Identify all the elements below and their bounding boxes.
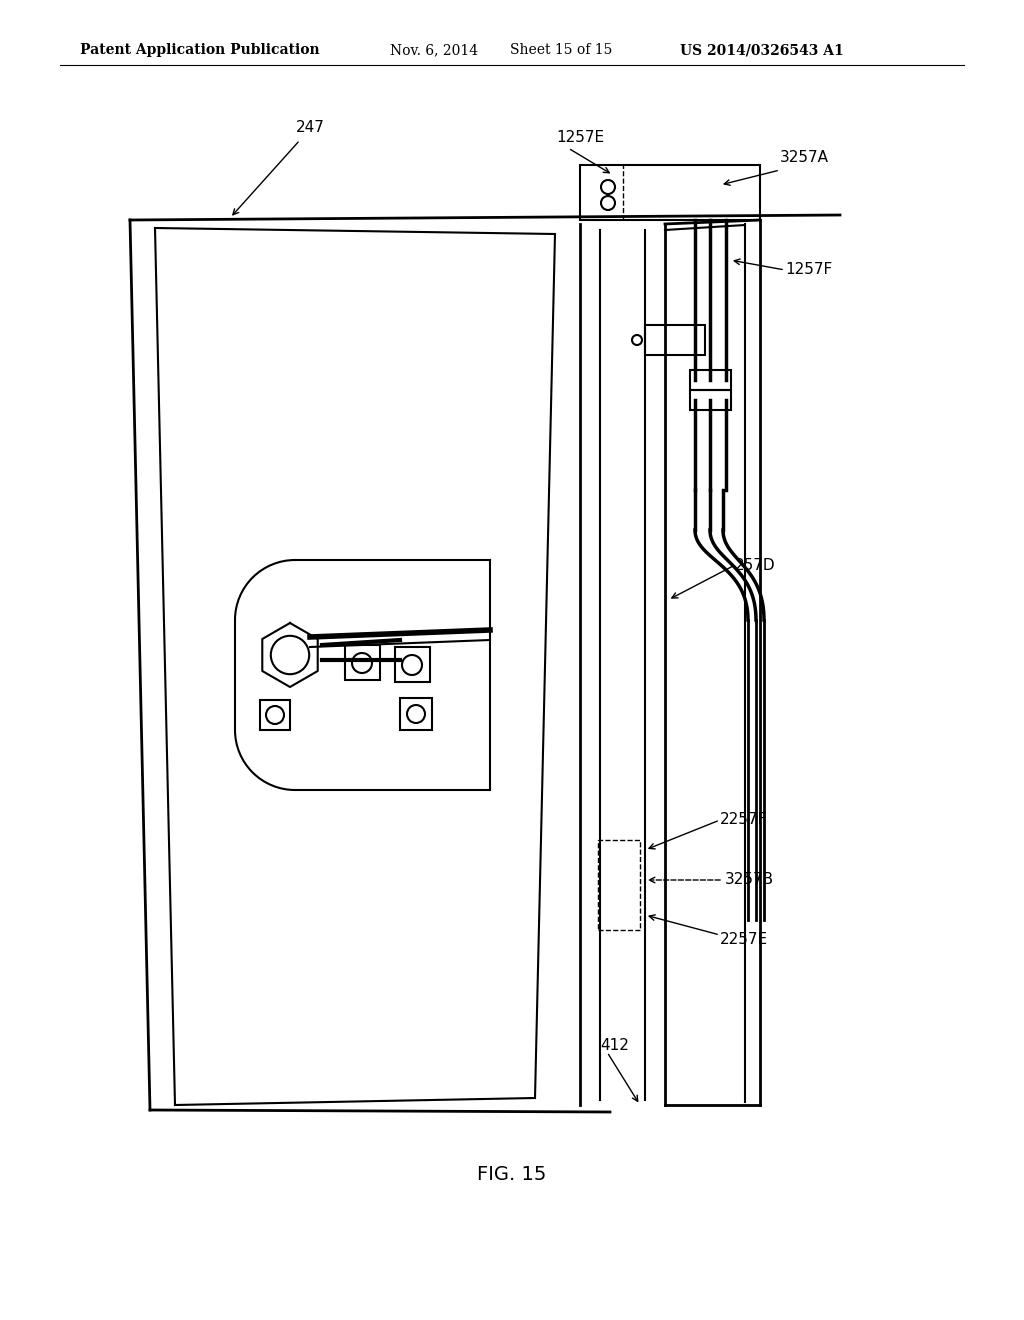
Text: 257D: 257D xyxy=(735,557,775,573)
Text: 1257F: 1257F xyxy=(785,263,833,277)
Text: US 2014/0326543 A1: US 2014/0326543 A1 xyxy=(680,44,844,57)
Bar xyxy=(345,645,380,680)
Bar xyxy=(395,647,430,682)
Text: 412: 412 xyxy=(600,1038,629,1052)
Bar xyxy=(690,389,731,411)
Bar xyxy=(690,370,731,389)
Text: 3257B: 3257B xyxy=(725,873,774,887)
Text: Patent Application Publication: Patent Application Publication xyxy=(80,44,319,57)
Bar xyxy=(580,165,760,220)
Bar xyxy=(645,325,705,355)
Text: FIG. 15: FIG. 15 xyxy=(477,1166,547,1184)
Bar xyxy=(598,840,640,931)
Text: Nov. 6, 2014: Nov. 6, 2014 xyxy=(390,44,478,57)
Text: 3257A: 3257A xyxy=(780,150,829,165)
Bar xyxy=(400,698,432,730)
Text: 2257F: 2257F xyxy=(720,813,767,828)
Text: 1257E: 1257E xyxy=(556,129,604,145)
Text: 247: 247 xyxy=(296,120,325,135)
Text: Sheet 15 of 15: Sheet 15 of 15 xyxy=(510,44,612,57)
Text: 2257E: 2257E xyxy=(720,932,768,948)
Bar xyxy=(260,700,290,730)
